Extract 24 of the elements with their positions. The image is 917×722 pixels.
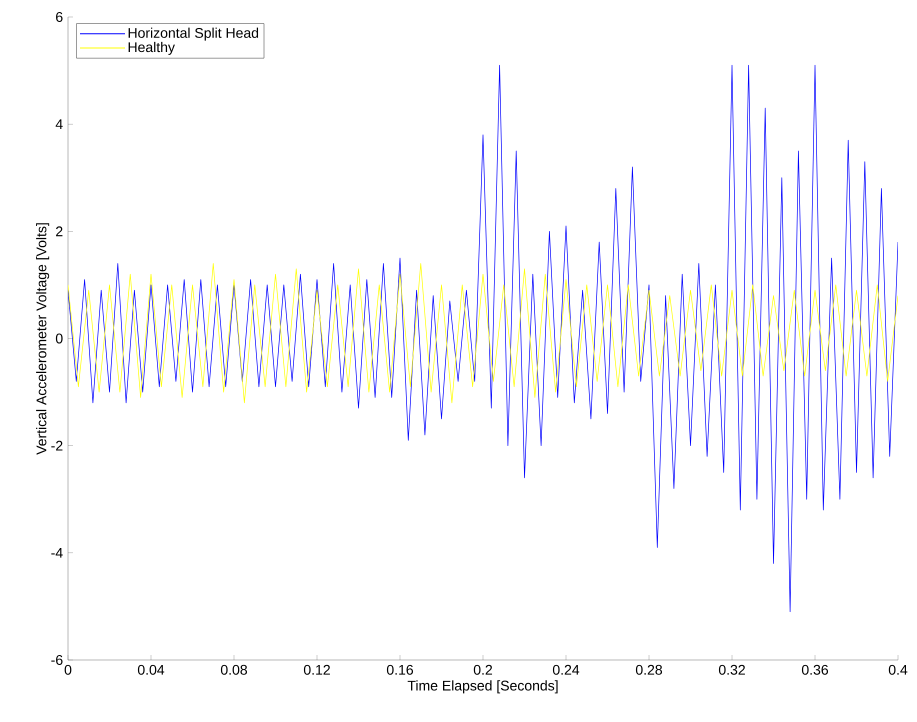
x-tick-label: 0.28 [636, 664, 662, 675]
x-tick-label: 0.24 [552, 664, 580, 675]
y-tick-label: 4 [56, 119, 63, 129]
legend-label: Horizontal Split Head [128, 28, 258, 41]
y-tick-label: 2 [56, 226, 62, 236]
x-tick-label: 0 [64, 664, 72, 675]
line-series [68, 64, 898, 612]
y-axis-title: Vertical Accelerometer Voltage [Volts] [36, 223, 50, 455]
y-tick-label: -6 [51, 655, 63, 665]
x-tick-label: 0.12 [304, 664, 330, 675]
y-tick-label: -2 [51, 440, 62, 451]
x-tick-label: 0.08 [220, 664, 248, 675]
y-tick-label: 6 [56, 12, 63, 22]
line-series [68, 263, 898, 404]
x-tick-label: 0.2 [474, 664, 492, 675]
y-tick-label: -4 [51, 548, 63, 558]
y-tick-label: 0 [56, 334, 63, 344]
x-tick-label: 0.36 [802, 664, 828, 675]
x-tick-label: 0.4 [888, 664, 908, 675]
x-tick-label: 0.16 [386, 664, 414, 675]
x-tick-label: 0.04 [138, 664, 164, 675]
x-tick-label: 0.32 [718, 664, 745, 675]
x-axis-title: Time Elapsed [Seconds] [408, 680, 558, 694]
legend-label: Healthy [128, 42, 175, 55]
